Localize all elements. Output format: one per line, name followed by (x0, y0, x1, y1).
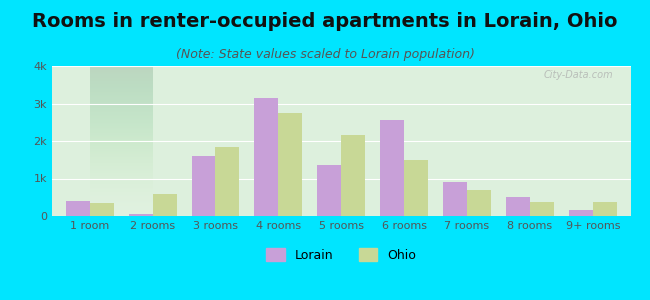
Bar (569, 210, 593, 216)
Bar (317, 165, 341, 216)
Text: City-Data.com: City-Data.com (543, 70, 613, 80)
Text: (Note: State values scaled to Lorain population): (Note: State values scaled to Lorain pop… (176, 48, 474, 61)
Legend: Lorain, Ohio: Lorain, Ohio (261, 243, 421, 267)
Bar (467, 190, 491, 216)
Bar (443, 182, 467, 216)
Bar (90, 203, 114, 216)
Bar (255, 98, 278, 216)
Bar (192, 156, 216, 216)
Bar (506, 196, 530, 216)
Bar (530, 202, 554, 216)
Bar (153, 194, 177, 216)
Bar (216, 147, 239, 216)
Text: Rooms in renter-occupied apartments in Lorain, Ohio: Rooms in renter-occupied apartments in L… (32, 12, 617, 31)
Bar (66, 201, 90, 216)
Bar (404, 160, 428, 216)
Bar (341, 135, 365, 216)
Bar (380, 120, 404, 216)
Bar (129, 214, 153, 216)
Bar (593, 202, 617, 216)
Bar (278, 113, 302, 216)
